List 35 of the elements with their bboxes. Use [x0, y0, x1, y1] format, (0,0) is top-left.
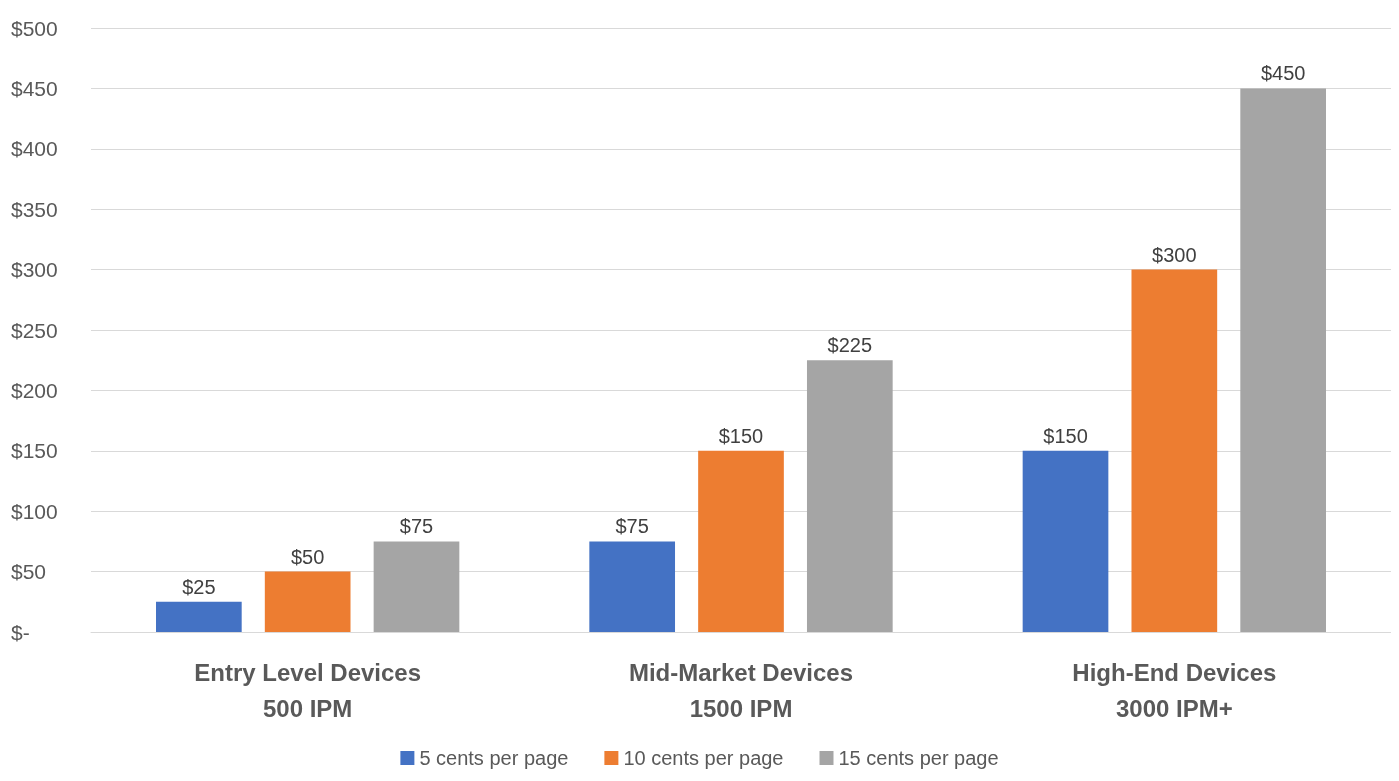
y-tick-label: $150 [11, 439, 58, 463]
bar [1131, 269, 1218, 632]
legend-label: 10 cents per page [623, 747, 784, 769]
data-label: $225 [827, 334, 873, 357]
data-label: $75 [615, 515, 649, 538]
bar [156, 601, 242, 632]
y-tick-label: $100 [11, 499, 58, 523]
bar [373, 541, 460, 632]
legend-label: 5 cents per page [419, 747, 569, 769]
x-tick-label: High-End Devices 3000 IPM+ [1072, 658, 1277, 722]
data-label: $50 [290, 545, 325, 568]
y-tick-label: $350 [11, 197, 58, 221]
data-label: $150 [1043, 424, 1088, 447]
y-tick-label: $50 [11, 560, 47, 584]
data-label: $25 [182, 575, 216, 598]
bar [1022, 450, 1109, 632]
y-tick-label: $200 [11, 378, 58, 402]
y-tick-label: $300 [11, 258, 58, 282]
y-tick-label: $250 [11, 318, 58, 342]
y-tick-label: $500 [11, 16, 58, 40]
bar [589, 541, 676, 632]
x-tick-label: Mid-Market Devices 1500 IPM [628, 658, 854, 722]
data-label: $150 [718, 424, 764, 447]
x-tick-label: Entry Level Devices 500 IPM [194, 658, 422, 722]
legend-label: 15 cents per page [838, 747, 999, 769]
bar [1240, 88, 1326, 632]
y-tick-label: $400 [11, 137, 58, 161]
data-label: $75 [399, 515, 434, 538]
data-label: $300 [1152, 243, 1197, 266]
bar [806, 360, 893, 632]
bar [264, 571, 351, 632]
bar [698, 450, 784, 632]
data-label: $450 [1260, 62, 1306, 85]
y-tick-label: $- [11, 620, 30, 644]
y-tick-label: $450 [11, 76, 58, 100]
